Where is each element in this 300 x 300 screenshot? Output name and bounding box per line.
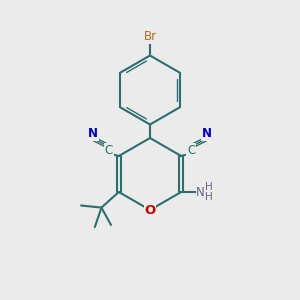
Text: N: N — [88, 127, 98, 140]
Text: H: H — [205, 182, 213, 192]
Text: H: H — [205, 192, 213, 203]
Text: N: N — [202, 127, 212, 140]
Text: C: C — [187, 144, 195, 157]
Text: O: O — [144, 203, 156, 217]
Text: C: C — [105, 144, 113, 157]
Text: N: N — [196, 185, 205, 199]
Text: Br: Br — [143, 30, 157, 44]
